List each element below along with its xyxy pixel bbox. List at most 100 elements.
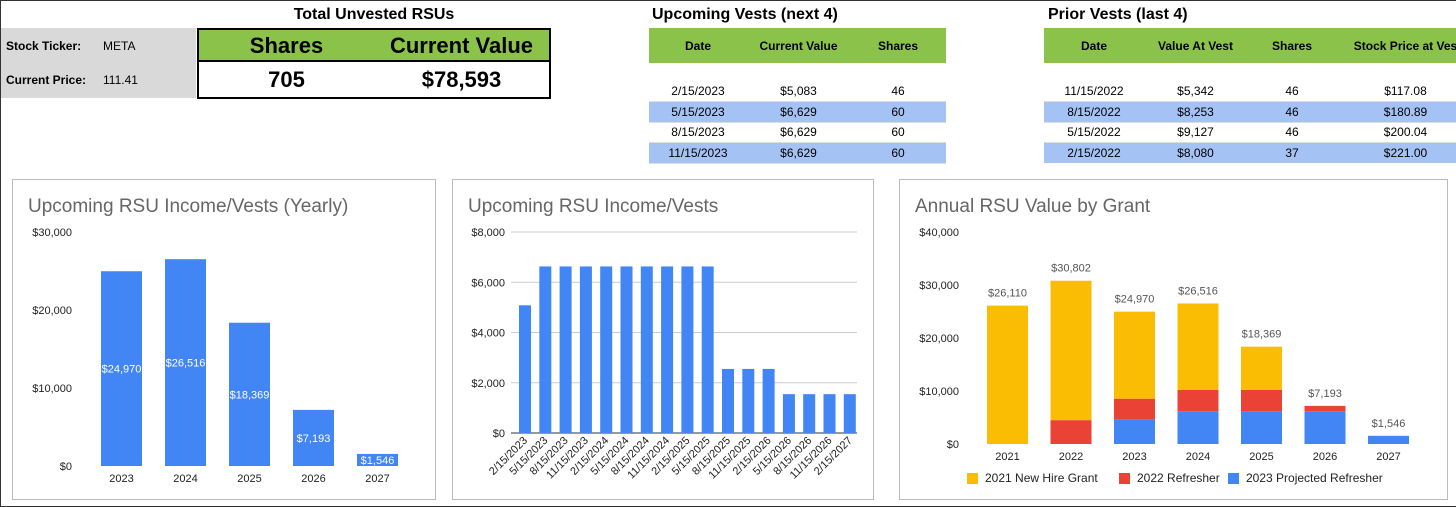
total-label: $30,802: [1051, 263, 1091, 275]
bar: [293, 409, 334, 466]
bar: [519, 305, 531, 433]
table-cell[interactable]: $5,342: [1177, 84, 1214, 98]
table-cell[interactable]: 5/15/2023: [649, 101, 747, 123]
table-cell[interactable]: 2/15/2023: [671, 84, 725, 98]
legend-swatch: [1228, 473, 1239, 484]
column-header: Stock Price at Ves: [1337, 28, 1456, 63]
column-header: Shares: [1247, 28, 1337, 63]
spacer-row: [649, 63, 946, 81]
table-cell[interactable]: 46: [1285, 125, 1299, 140]
table-cell[interactable]: 11/15/2022: [1064, 84, 1124, 98]
total-label: $26,110: [988, 288, 1027, 300]
table-header-row: Date Current Value Shares: [649, 28, 946, 63]
bar-segment: [1050, 280, 1092, 421]
bar-segment: [1114, 311, 1155, 399]
vests-chart-card[interactable]: Upcoming RSU Income/Vests $0 $2,000 $4,000…: [452, 179, 874, 500]
bar: [742, 368, 755, 433]
spacer-row: [1044, 63, 1456, 81]
table-cell[interactable]: 2/15/2022: [1044, 142, 1144, 163]
data-label: $1,546: [361, 455, 395, 467]
table-cell[interactable]: $200.04: [1383, 125, 1428, 140]
table-cell[interactable]: 46: [1285, 84, 1299, 98]
table-row: 11/15/2023 $6,629 60: [649, 142, 946, 164]
table-cell[interactable]: $8,080: [1144, 142, 1247, 163]
data-label: $26,516: [166, 358, 206, 370]
bar: [579, 266, 592, 433]
bar-segment: [1114, 398, 1155, 420]
ticker-value[interactable]: META: [103, 39, 136, 53]
legend-swatch: [967, 473, 978, 484]
bar-segment: [1177, 389, 1219, 412]
y-tick-label: $20,000: [919, 333, 959, 345]
x-tick-label: 2023: [109, 473, 133, 485]
y-tick-label: $20,000: [32, 305, 72, 317]
bar-segment: [1241, 411, 1282, 444]
unvested-shares-value[interactable]: 705: [268, 67, 305, 92]
column-header: Current Value: [747, 28, 850, 63]
y-tick-label: $2,000: [471, 378, 505, 390]
bar: [803, 394, 816, 433]
bar: [823, 394, 836, 433]
y-tick-label: $6,000: [471, 277, 505, 289]
table-cell[interactable]: 46: [1247, 101, 1337, 123]
bar-segment: [1241, 346, 1282, 390]
prior-vests-clip: Date Value At Vest Shares Stock Price at…: [1044, 28, 1456, 163]
table-cell[interactable]: 5/15/2022: [1067, 125, 1121, 140]
table-cell[interactable]: 8/15/2022: [1044, 101, 1144, 123]
total-label: $26,516: [1178, 285, 1218, 297]
ticker-row: Stock Ticker: META: [6, 39, 135, 53]
bar-segment: [1177, 303, 1219, 390]
bar-segment: [1114, 419, 1155, 444]
table-cell[interactable]: 60: [891, 125, 905, 140]
table-cell[interactable]: $8,253: [1144, 101, 1247, 123]
table-cell[interactable]: $6,629: [747, 142, 850, 164]
y-tick-label: $0: [60, 461, 72, 473]
table-cell[interactable]: $221.00: [1337, 142, 1456, 163]
x-tick-label: 2024: [1186, 451, 1210, 463]
unvested-current-value[interactable]: $78,593: [421, 67, 502, 92]
table-cell[interactable]: $6,629: [747, 101, 850, 123]
bar: [600, 266, 613, 433]
legend-label: 2021 New Hire Grant: [985, 471, 1098, 485]
price-value[interactable]: 111.41: [103, 73, 138, 87]
yearly-vests-chart-card[interactable]: Upcoming RSU Income/Vests (Yearly) $0 $10…: [12, 179, 436, 500]
bar: [762, 368, 775, 433]
x-tick-label: 2027: [1376, 451, 1400, 463]
unvested-title: Total Unvested RSUs: [293, 6, 455, 23]
table-cell[interactable]: 37: [1247, 142, 1337, 163]
total-label: $7,193: [1308, 388, 1342, 400]
bar-segment: [987, 305, 1028, 444]
total-label: $24,970: [1115, 294, 1155, 306]
data-label: $7,193: [297, 433, 331, 445]
chart-title: Upcoming RSU Income/Vests: [468, 196, 719, 217]
column-header: Shares: [850, 28, 946, 63]
table-cell[interactable]: 11/15/2023: [649, 142, 747, 164]
shares-header: Shares: [249, 33, 324, 58]
table-cell[interactable]: 60: [850, 142, 946, 164]
grant-value-chart-card[interactable]: Annual RSU Value by Grant $0 $10,000 $20,0…: [899, 179, 1448, 500]
x-tick-label: 2026: [301, 473, 325, 485]
bar: [101, 271, 142, 466]
bar: [701, 266, 714, 433]
price-label: Current Price:: [6, 73, 87, 87]
chart-title: Upcoming RSU Income/Vests (Yearly): [28, 196, 349, 217]
bar-segment: [1304, 405, 1346, 412]
table-cell[interactable]: 46: [891, 84, 905, 98]
current-value-header: Current Value: [389, 33, 534, 58]
table-cell[interactable]: 8/15/2023: [671, 125, 725, 140]
unvested-summary: Shares Current Value 705 $78,593: [197, 28, 551, 99]
table-cell[interactable]: $117.08: [1384, 84, 1427, 98]
table-cell[interactable]: $180.89: [1337, 101, 1456, 123]
x-tick-label: 2026: [1313, 451, 1337, 463]
x-tick-label: 2024: [173, 473, 197, 485]
bar: [229, 322, 270, 466]
table-cell[interactable]: $9,127: [1177, 125, 1214, 140]
total-label: $18,369: [1242, 329, 1282, 341]
grant-value-chart: $0 $10,000 $20,000 $30,000 $40,000 $26,110 202…: [919, 227, 1409, 485]
table-row: 2/15/2022 $8,080 37 $221.00: [1044, 142, 1456, 163]
table-cell[interactable]: $6,629: [780, 125, 817, 140]
bar: [559, 266, 572, 433]
bar: [722, 368, 734, 433]
table-cell[interactable]: $5,083: [780, 84, 817, 98]
table-cell[interactable]: 60: [850, 101, 946, 123]
